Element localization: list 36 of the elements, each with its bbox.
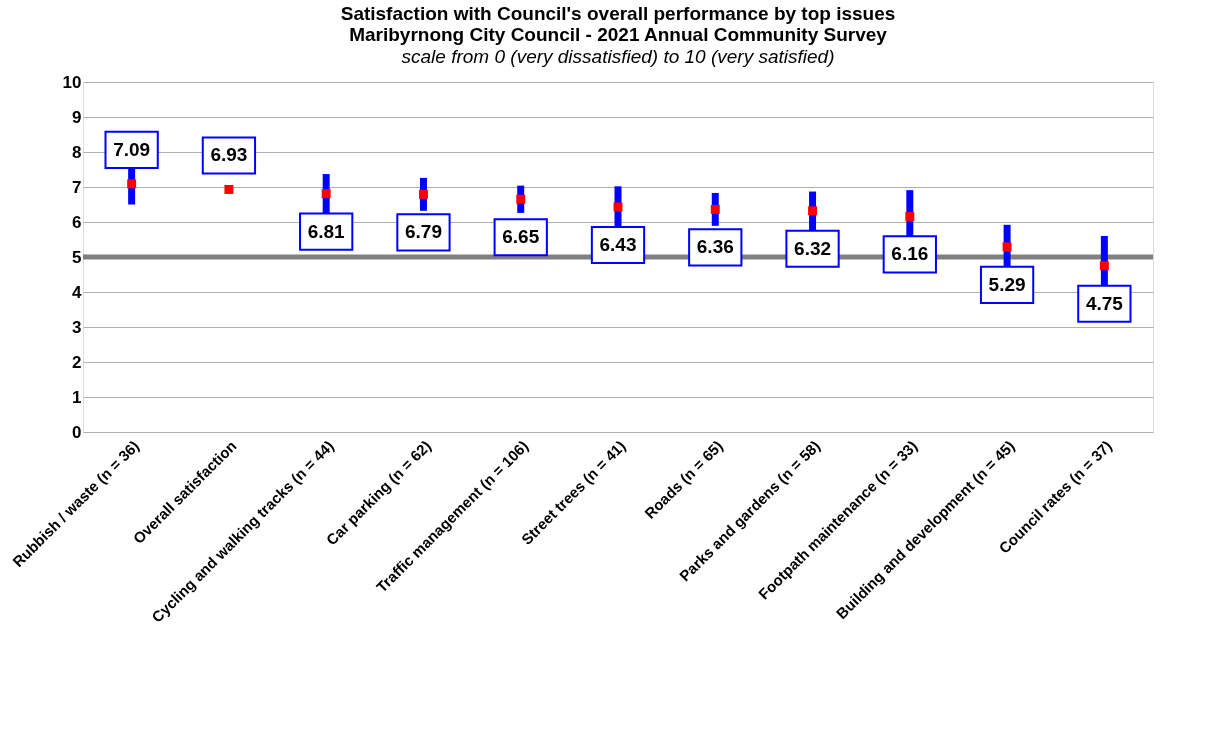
y-tick-label: 9 bbox=[72, 107, 82, 127]
y-tick-label: 4 bbox=[72, 282, 83, 302]
data-label: 6.43 bbox=[599, 233, 637, 255]
point bbox=[224, 184, 234, 194]
y-tick-label: 1 bbox=[72, 387, 82, 407]
point bbox=[321, 189, 331, 199]
point bbox=[516, 194, 526, 204]
point bbox=[1099, 261, 1109, 271]
y-tick-label: 7 bbox=[72, 177, 82, 197]
data-label: 6.32 bbox=[794, 237, 832, 259]
y-tick-label: 10 bbox=[62, 72, 82, 92]
data-label: 6.93 bbox=[210, 144, 248, 166]
y-tick-label: 6 bbox=[72, 212, 82, 232]
point bbox=[905, 211, 915, 221]
point bbox=[613, 202, 623, 212]
data-label: 6.79 bbox=[404, 221, 442, 243]
data-label: 6.36 bbox=[696, 236, 734, 258]
y-tick-label: 2 bbox=[72, 352, 82, 372]
y-tick-label: 5 bbox=[72, 247, 82, 267]
point bbox=[710, 204, 720, 214]
y-tick-label: 8 bbox=[72, 142, 82, 162]
data-label: 6.65 bbox=[502, 226, 540, 248]
y-tick-label: 3 bbox=[72, 317, 82, 337]
y-tick-label: 0 bbox=[72, 422, 82, 442]
point bbox=[1002, 242, 1012, 252]
data-label: 5.29 bbox=[988, 273, 1026, 295]
chart-subtitle: scale from 0 (very dissatisfied) to 10 (very satisfied) bbox=[401, 46, 835, 67]
data-label: 6.81 bbox=[307, 220, 346, 242]
point bbox=[808, 206, 818, 216]
point bbox=[418, 189, 428, 199]
text: Maribyrnong City Council - 2021 Annual Community Survey bbox=[349, 24, 887, 45]
data-label: 6.16 bbox=[891, 243, 929, 265]
data-label: 7.09 bbox=[113, 138, 151, 160]
point bbox=[127, 179, 137, 189]
data-label: 4.75 bbox=[1085, 292, 1124, 314]
text: Satisfaction with Council's overall performance by top issues bbox=[340, 3, 896, 24]
